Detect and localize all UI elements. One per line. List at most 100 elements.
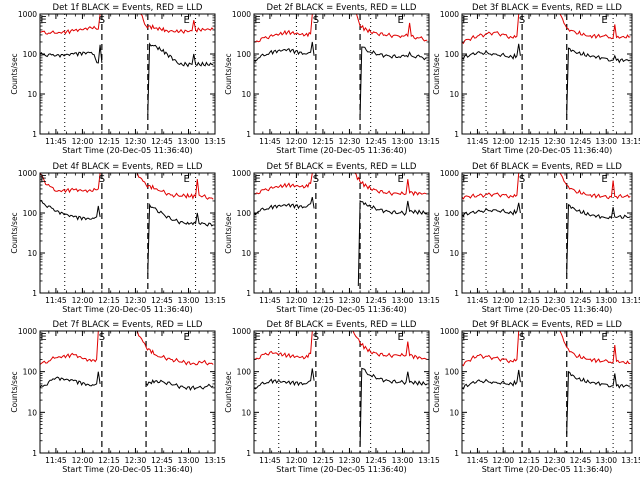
- y-tick-label: 10: [241, 408, 251, 417]
- series-line-lld: [461, 13, 520, 45]
- x-tick-label: 13:15: [418, 137, 440, 146]
- x-tick-label: 12:30: [339, 456, 361, 465]
- x-tick-label: 12:15: [518, 137, 540, 146]
- y-tick-label: 1: [454, 449, 459, 458]
- x-tick-label: 12:00: [492, 456, 514, 465]
- event-marker-e: E: [184, 174, 190, 185]
- x-tick-label: 12:15: [98, 137, 120, 146]
- y-tick-label: 10: [27, 408, 37, 417]
- event-marker-s: S: [519, 15, 525, 26]
- series-line-events: [461, 202, 521, 217]
- y-tick-label: 1000: [232, 327, 251, 336]
- x-axis-label: Start Time (20-Dec-05 11:36:40): [482, 465, 613, 474]
- x-tick-label: 12:00: [72, 456, 94, 465]
- x-tick-label: 12:30: [544, 456, 566, 465]
- chart-title: Det 7f BLACK = Events, RED = LLD: [53, 320, 203, 330]
- series-line-lld: [140, 13, 214, 34]
- series-line-events: [566, 47, 631, 115]
- plot-area: [39, 330, 214, 453]
- x-tick-label: 12:00: [492, 296, 514, 305]
- x-tick-label: 11:45: [467, 296, 489, 305]
- event-marker-e: E: [40, 15, 46, 26]
- series-line-events: [39, 44, 103, 64]
- series-line-events: [461, 369, 521, 390]
- series-line-events: [253, 368, 315, 390]
- chart-title: Det 1f BLACK = Events, RED = LLD: [53, 3, 203, 13]
- x-axis-label: Start Time (20-Dec-05 11:36:40): [482, 305, 613, 314]
- chart-panel-4: Det 4f BLACK = Events, RED = LLD 1 10 100 10…: [10, 162, 226, 314]
- series-line-lld: [461, 330, 520, 367]
- y-tick-label: 1: [32, 130, 37, 139]
- series-line-lld: [253, 13, 313, 43]
- series-line-lld: [253, 330, 313, 360]
- plot-area: [253, 172, 428, 293]
- series-line-events: [145, 378, 214, 392]
- y-axis-label: Counts/sec: [10, 53, 19, 94]
- x-tick-label: 13:15: [204, 456, 226, 465]
- x-tick-label: 13:00: [178, 456, 200, 465]
- x-tick-label: 11:45: [259, 456, 281, 465]
- x-tick-label: 12:15: [312, 456, 334, 465]
- x-tick-label: 12:30: [125, 137, 147, 146]
- x-tick-label: 13:00: [595, 456, 617, 465]
- series-line-lld: [253, 172, 313, 195]
- x-axis-label: Start Time (20-Dec-05 11:36:40): [482, 146, 613, 155]
- x-tick-label: 11:45: [467, 456, 489, 465]
- series-line-events: [39, 371, 101, 389]
- plot-area: [253, 13, 428, 134]
- series-line-lld: [461, 172, 520, 200]
- series-line-events: [566, 370, 631, 434]
- y-tick-label: 1: [32, 449, 37, 458]
- axes-frame: [461, 13, 633, 135]
- x-tick-label: 12:00: [72, 296, 94, 305]
- y-tick-label: 100: [23, 209, 38, 218]
- y-tick-label: 1000: [440, 10, 459, 19]
- y-tick-label: 1000: [232, 169, 251, 178]
- chart-panel-8: Det 8f BLACK = Events, RED = LLD 1 10 100 10…: [224, 320, 440, 474]
- y-tick-label: 1000: [18, 10, 37, 19]
- x-tick-label: 12:15: [98, 296, 120, 305]
- x-tick-label: 12:45: [151, 456, 173, 465]
- y-tick-label: 1000: [18, 169, 37, 178]
- x-tick-label: 12:15: [98, 456, 120, 465]
- chart-panel-5: Det 5f BLACK = Events, RED = LLD 1 10 100 10…: [224, 162, 440, 314]
- event-marker-e: E: [254, 15, 260, 26]
- x-tick-label: 12:30: [339, 137, 361, 146]
- x-tick-label: 13:00: [178, 137, 200, 146]
- event-marker-e: E: [601, 332, 607, 343]
- event-marker-e: E: [254, 332, 260, 343]
- x-tick-label: 13:15: [621, 137, 640, 146]
- y-tick-label: 1000: [18, 327, 37, 336]
- y-tick-label: 100: [23, 368, 38, 377]
- event-marker-s: S: [313, 174, 319, 185]
- y-axis-label: Counts/sec: [432, 212, 441, 253]
- axes-frame: [253, 330, 430, 454]
- y-tick-label: 1: [246, 289, 251, 298]
- series-line-lld: [559, 330, 631, 365]
- y-tick-label: 100: [445, 50, 460, 59]
- x-tick-label: 13:00: [595, 296, 617, 305]
- y-tick-label: 10: [27, 249, 37, 258]
- chart-panel-1: Det 1f BLACK = Events, RED = LLD 1 10 100 10…: [10, 3, 226, 155]
- event-marker-e: E: [40, 332, 46, 343]
- x-tick-label: 13:15: [418, 296, 440, 305]
- plot-area: [253, 330, 428, 453]
- chart-panel-7: Det 7f BLACK = Events, RED = LLD 1 10 100 10…: [10, 320, 226, 474]
- plot-area: [39, 172, 214, 293]
- y-axis-label: Counts/sec: [432, 371, 441, 412]
- x-tick-label: 12:00: [286, 456, 308, 465]
- x-tick-label: 12:00: [286, 296, 308, 305]
- x-tick-label: 12:45: [365, 296, 387, 305]
- series-line-events: [359, 367, 428, 446]
- x-tick-label: 12:30: [125, 296, 147, 305]
- series-line-lld: [559, 172, 631, 200]
- x-tick-label: 12:45: [365, 456, 387, 465]
- series-line-lld: [39, 172, 101, 194]
- y-tick-label: 1: [454, 289, 459, 298]
- plot-area: [461, 330, 631, 453]
- chart-title: Det 5f BLACK = Events, RED = LLD: [267, 162, 417, 172]
- series-line-lld: [356, 13, 428, 42]
- chart-panel-6: Det 6f BLACK = Events, RED = LLD 1 10 100 10…: [432, 162, 640, 314]
- plot-area: [39, 13, 214, 134]
- x-tick-label: 12:30: [339, 296, 361, 305]
